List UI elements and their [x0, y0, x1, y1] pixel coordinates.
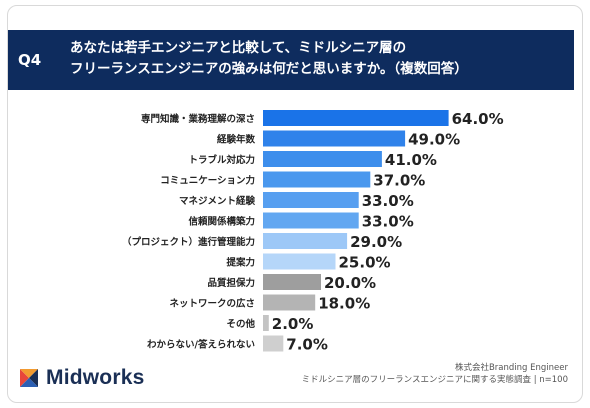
bar [263, 335, 284, 352]
bar [263, 110, 449, 126]
question-title: あなたは若手エンジニアと比較して、ミドルシニア層の フリーランスエンジニアの強み… [70, 38, 560, 80]
bar [263, 253, 336, 270]
data-label: 33.0% [362, 192, 414, 210]
bar [263, 130, 406, 147]
source-company: 株式会社Branding Engineer [454, 363, 568, 373]
category-label: トラブル対応力 [188, 154, 255, 166]
bar [263, 315, 269, 331]
data-label: 41.0% [385, 151, 437, 169]
bar [263, 171, 371, 188]
category-label: 提案力 [226, 257, 255, 269]
data-label: 33.0% [362, 213, 414, 231]
bar [263, 192, 359, 208]
category-label: 品質担保力 [207, 277, 255, 289]
bar [263, 274, 321, 290]
question-title-line-1: あなたは若手エンジニアと比較して、ミドルシニア層の [70, 40, 407, 56]
category-label: 信頼関係構築力 [188, 216, 255, 228]
brand-name: Midworks [46, 366, 145, 389]
data-label: 18.0% [318, 295, 370, 313]
category-label: （プロジェクト）進行管理能力 [122, 236, 255, 248]
bar [263, 151, 382, 167]
source-credit: 株式会社Branding Engineer ミドルシニア層のフリーランスエンジニ… [302, 362, 568, 386]
data-label: 2.0% [272, 315, 314, 333]
bar [263, 233, 348, 249]
data-label: 20.0% [324, 274, 376, 292]
data-label: 7.0% [286, 336, 328, 354]
data-label: 49.0% [408, 131, 460, 149]
question-number: Q4 [18, 51, 42, 69]
question-header: Q4 あなたは若手エンジニアと比較して、ミドルシニア層の フリーランスエンジニア… [8, 30, 574, 90]
bar [263, 294, 316, 311]
midworks-logo: Midworks [18, 364, 144, 392]
category-label: わからない/答えられない [147, 339, 255, 351]
data-label: 37.0% [373, 172, 425, 190]
question-title-line-2: フリーランスエンジニアの強みは何だと思いますか。（複数回答） [70, 61, 468, 77]
category-label: マネジメント経験 [179, 195, 256, 207]
category-label: 経験年数 [217, 134, 256, 146]
bar [263, 212, 359, 229]
data-label: 29.0% [350, 233, 402, 251]
category-label: コミュニケーション力 [160, 175, 255, 187]
data-label: 25.0% [339, 254, 391, 272]
category-label: ネットワークの広さ [169, 298, 255, 310]
category-label: その他 [226, 318, 255, 330]
midworks-logo-icon [20, 369, 38, 387]
source-survey: ミドルシニア層のフリーランスエンジニアに関する実態調査 | n=100 [301, 375, 568, 385]
data-label: 64.0% [452, 110, 504, 128]
category-label: 専門知識・業務理解の深さ [141, 113, 255, 125]
